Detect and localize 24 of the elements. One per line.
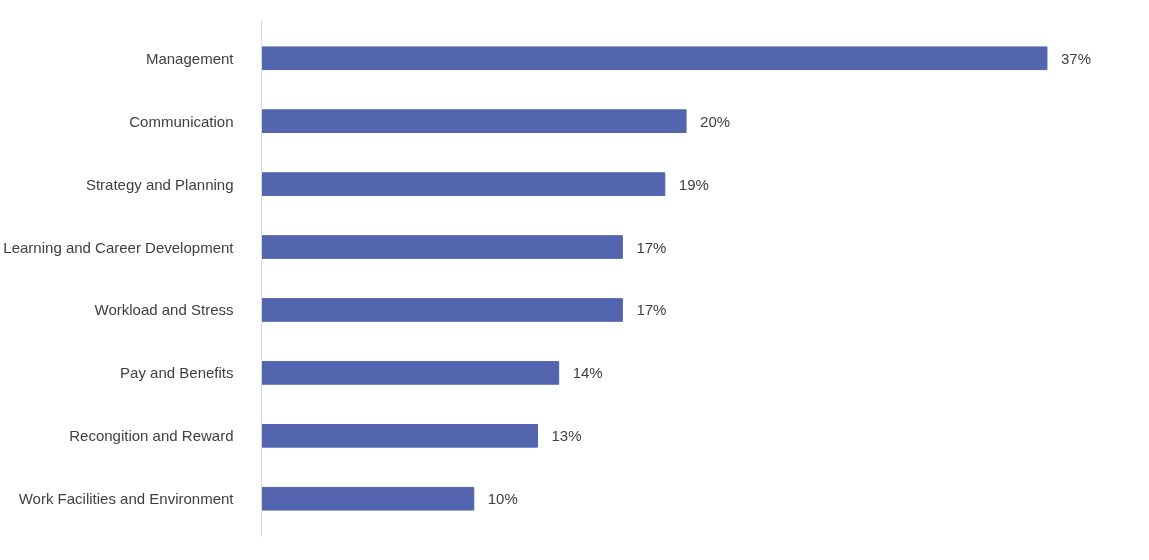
bar [261, 423, 538, 448]
data-label: 37% [1060, 49, 1091, 67]
bar [261, 46, 1048, 71]
y-tick-label: Learning and Career Development [3, 238, 235, 256]
data-label: 17% [636, 301, 667, 319]
bar [261, 235, 623, 259]
data-label: 13% [551, 427, 582, 445]
data-label: 17% [636, 238, 667, 256]
y-tick-label: Strategy and Planning [85, 175, 234, 193]
y-tick-label: Pay and Benefits [120, 364, 234, 382]
data-label: 20% [700, 112, 731, 130]
data-label: 10% [487, 490, 518, 508]
data-label: 19% [678, 175, 709, 193]
bar [261, 172, 666, 196]
y-tick-label: Work Facilities and Environment [18, 490, 235, 508]
y-tick-label: Recongition and Reward [69, 427, 234, 445]
y-tick-label: Communication [129, 112, 234, 130]
data-label: 14% [572, 364, 603, 382]
bar [261, 109, 687, 134]
y-tick-label: Management [145, 49, 235, 67]
bar [261, 361, 560, 385]
bar [261, 486, 475, 511]
bar [261, 298, 623, 322]
y-tick-label: Workload and Stress [94, 301, 234, 319]
